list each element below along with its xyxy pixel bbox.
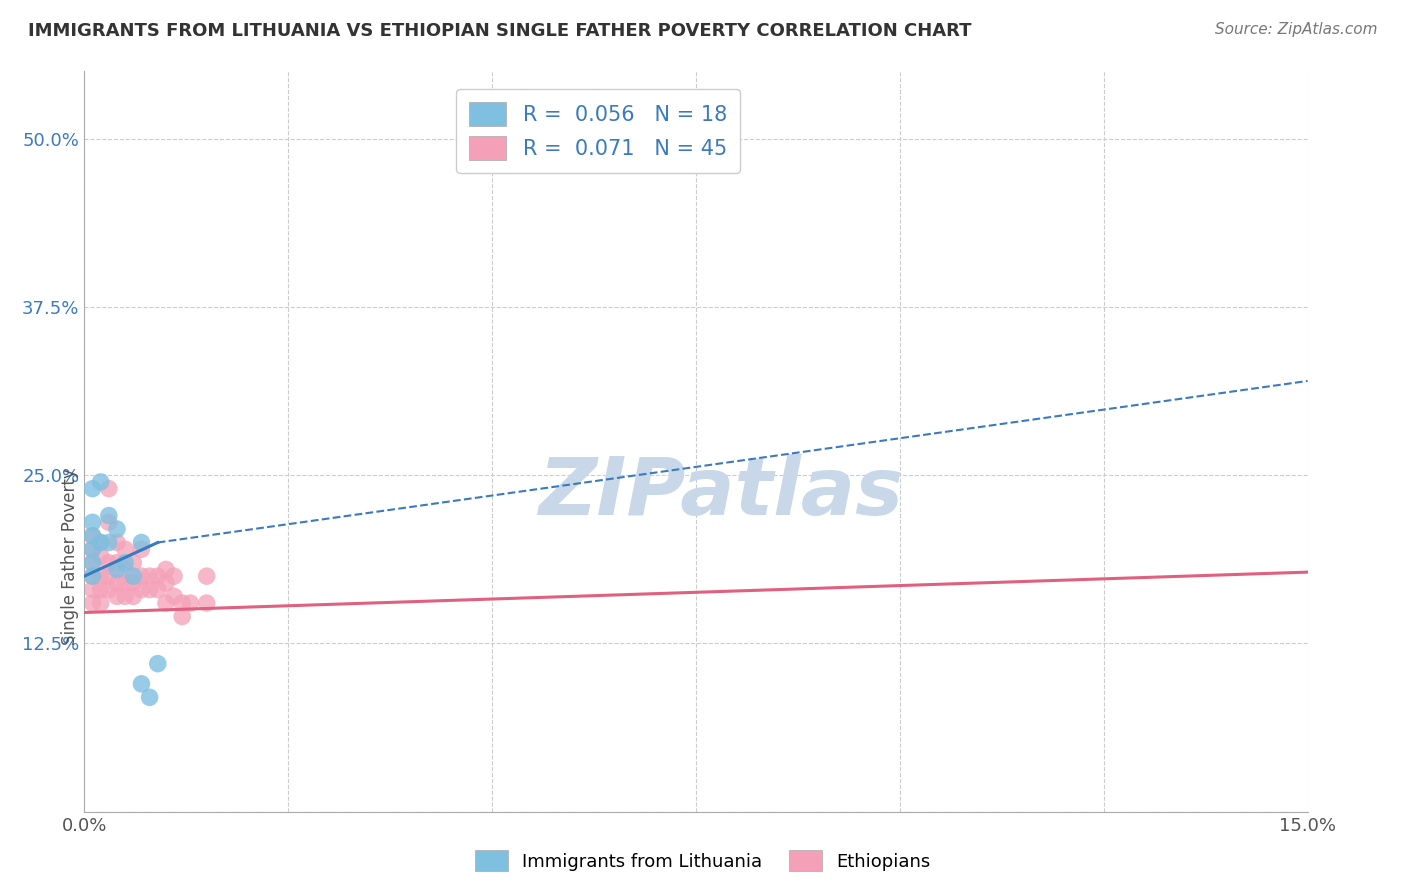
Point — [82, 529, 104, 543]
Point — [105, 590, 128, 604]
Point — [90, 549, 112, 563]
Point — [114, 590, 136, 604]
Legend: R =  0.056   N = 18, R =  0.071   N = 45: R = 0.056 N = 18, R = 0.071 N = 45 — [457, 89, 740, 173]
Point — [82, 516, 104, 530]
Point — [82, 529, 104, 543]
Point — [131, 677, 153, 691]
Point — [90, 596, 112, 610]
Point — [90, 582, 112, 597]
Point — [155, 575, 177, 590]
Point — [114, 575, 136, 590]
Point — [82, 569, 104, 583]
Point — [114, 542, 136, 557]
Point — [172, 609, 194, 624]
Point — [90, 569, 112, 583]
Text: ZIPatlas: ZIPatlas — [538, 454, 903, 533]
Point — [97, 569, 120, 583]
Point — [114, 562, 136, 576]
Point — [122, 569, 145, 583]
Text: IMMIGRANTS FROM LITHUANIA VS ETHIOPIAN SINGLE FATHER POVERTY CORRELATION CHART: IMMIGRANTS FROM LITHUANIA VS ETHIOPIAN S… — [28, 22, 972, 40]
Point — [155, 562, 177, 576]
Point — [97, 582, 120, 597]
Point — [105, 575, 128, 590]
Point — [122, 590, 145, 604]
Point — [131, 535, 153, 549]
Point — [105, 556, 128, 570]
Point — [90, 475, 112, 489]
Point — [122, 575, 145, 590]
Point — [146, 582, 169, 597]
Point — [82, 542, 104, 557]
Point — [179, 596, 201, 610]
Point — [122, 556, 145, 570]
Point — [82, 556, 104, 570]
Point — [82, 596, 104, 610]
Point — [82, 542, 104, 557]
Legend: Immigrants from Lithuania, Ethiopians: Immigrants from Lithuania, Ethiopians — [468, 843, 938, 879]
Text: Source: ZipAtlas.com: Source: ZipAtlas.com — [1215, 22, 1378, 37]
Point — [131, 569, 153, 583]
Point — [131, 542, 153, 557]
Point — [90, 535, 112, 549]
Point — [97, 535, 120, 549]
Point — [138, 582, 160, 597]
Point — [195, 596, 218, 610]
Point — [114, 556, 136, 570]
Point — [138, 569, 160, 583]
Point — [644, 131, 666, 145]
Point — [163, 590, 186, 604]
Point — [195, 569, 218, 583]
Point — [90, 535, 112, 549]
Point — [82, 556, 104, 570]
Point — [163, 569, 186, 583]
Point — [97, 508, 120, 523]
Point — [155, 596, 177, 610]
Point — [146, 657, 169, 671]
Point — [82, 582, 104, 597]
Point — [105, 562, 128, 576]
Point — [105, 522, 128, 536]
Point — [82, 482, 104, 496]
Point — [82, 569, 104, 583]
Point — [172, 596, 194, 610]
Point — [97, 482, 120, 496]
Point — [131, 582, 153, 597]
Point — [97, 556, 120, 570]
Point — [146, 569, 169, 583]
Point — [97, 516, 120, 530]
Point — [105, 535, 128, 549]
Point — [138, 690, 160, 705]
